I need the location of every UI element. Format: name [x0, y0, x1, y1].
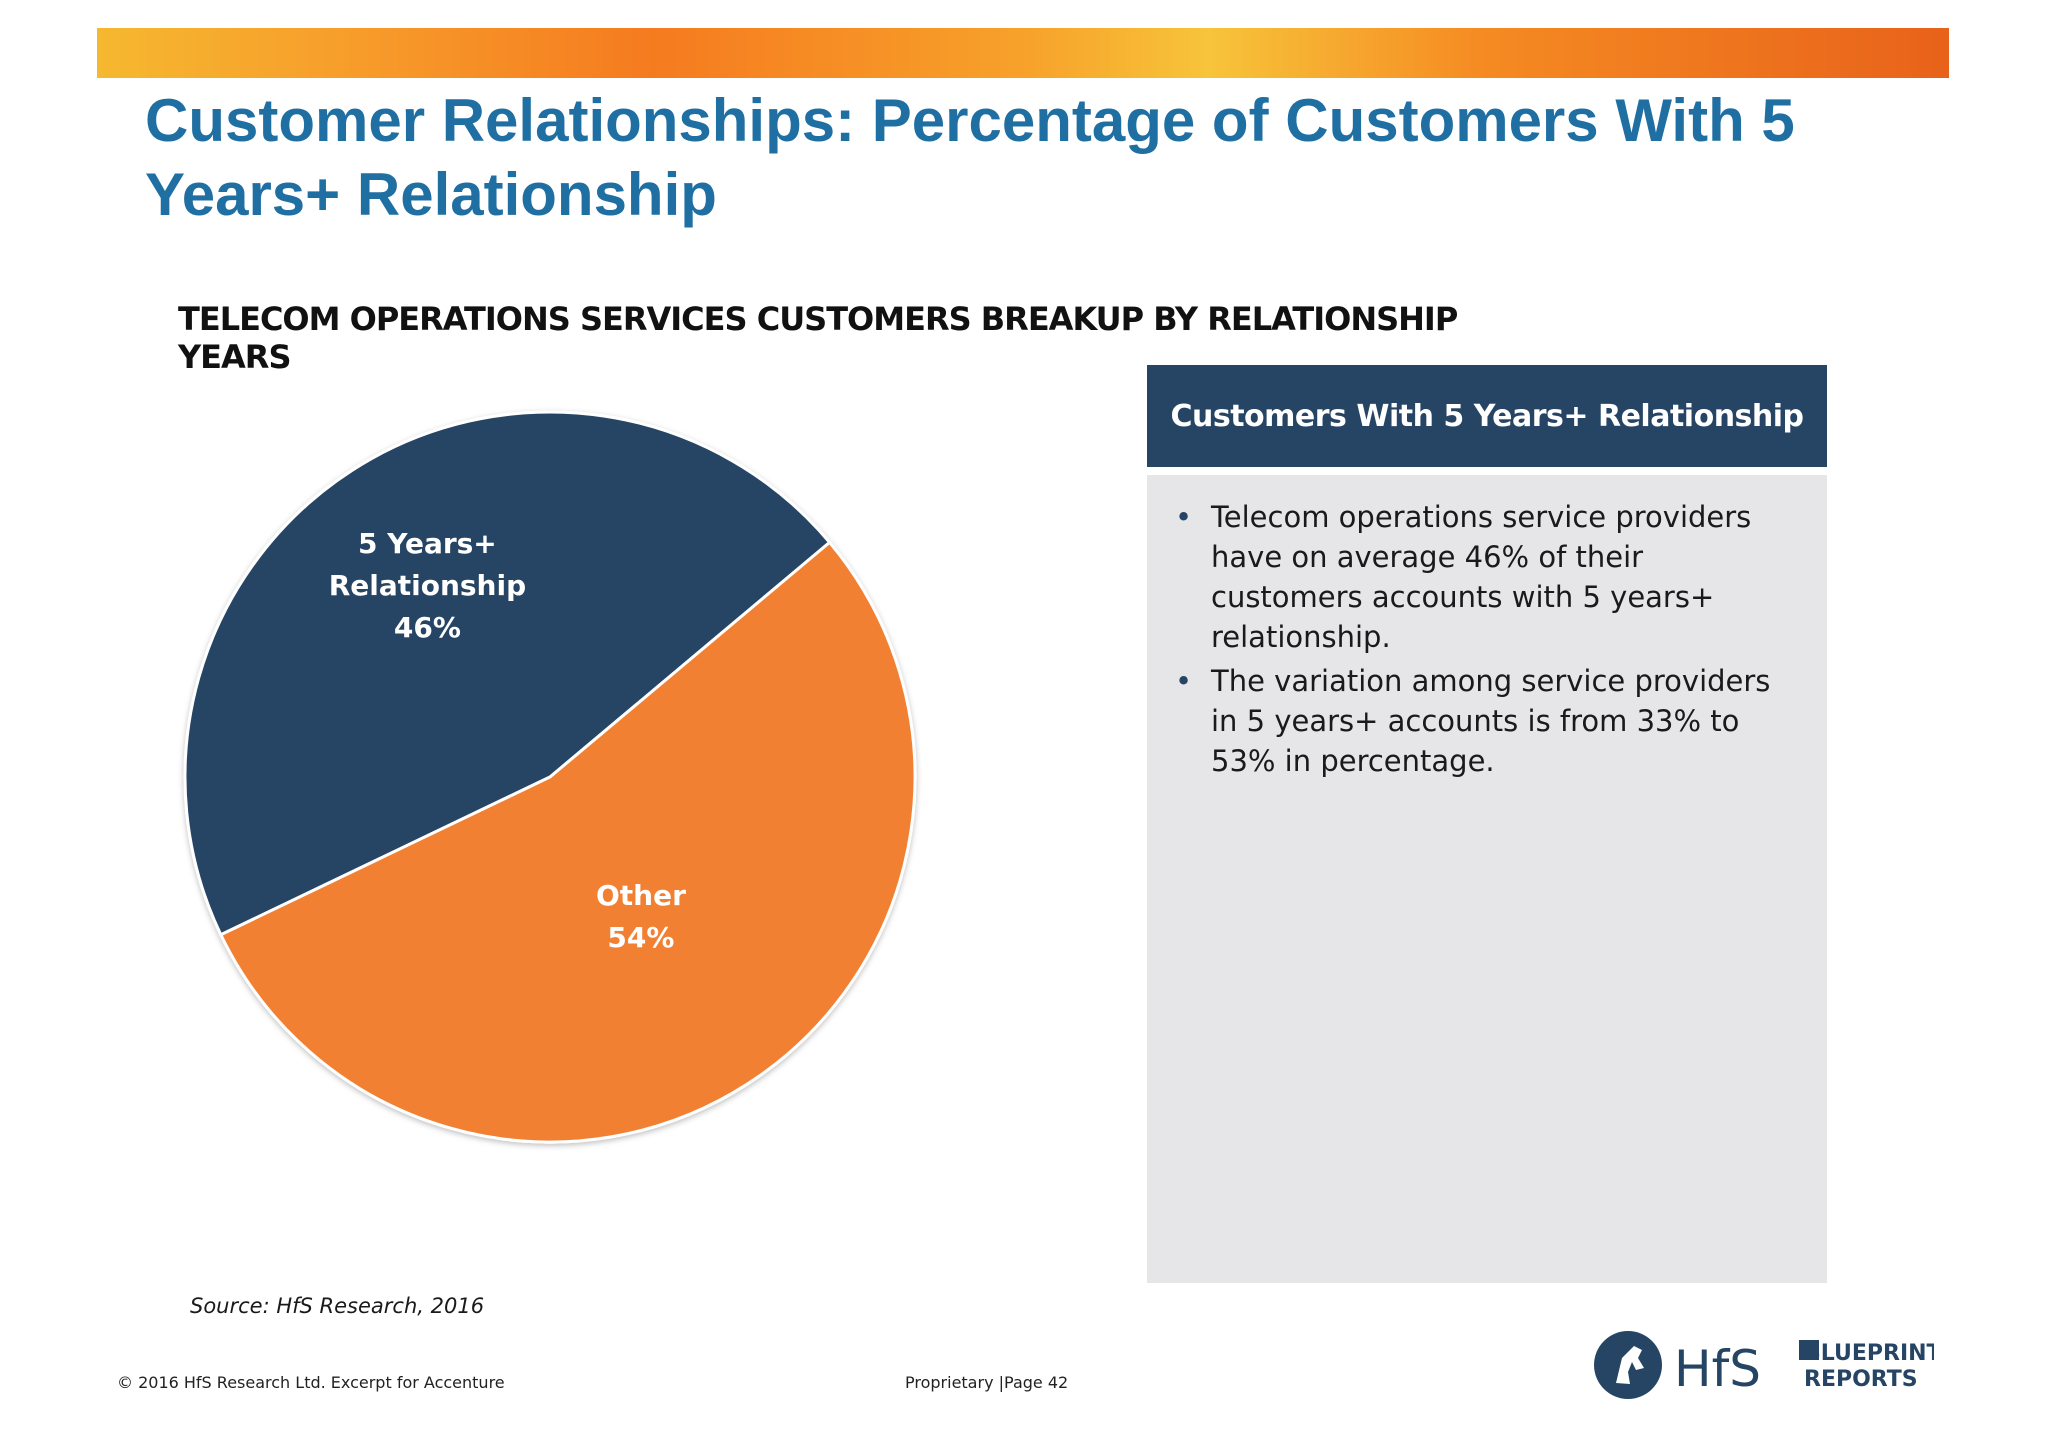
logo-line1: BLUEPRINT — [1804, 1341, 1934, 1366]
pie-label-1-1: 54% — [607, 921, 674, 954]
logo-square-icon — [1799, 1340, 1819, 1360]
bullet-item: • Telecom operations service providers h… — [1175, 497, 1797, 657]
hfs-logo: HfS BLUEPRINT REPORTS — [1594, 1328, 1942, 1402]
bullet-item: • The variation among service providers … — [1175, 661, 1797, 781]
pie-label-0-2: 46% — [394, 611, 461, 644]
pie-slice-1 — [218, 540, 917, 1144]
pie-label-1-0: Other — [596, 879, 686, 912]
pie-chart: 5 Years+ Relationship 46% Other 54% — [150, 380, 950, 1180]
bullet-list: • Telecom operations service providers h… — [1147, 475, 1827, 781]
copyright: © 2016 HfS Research Ltd. Excerpt for Acc… — [117, 1373, 505, 1392]
page-info: Proprietary |Page 42 — [905, 1373, 1069, 1392]
panel-body: • Telecom operations service providers h… — [1147, 475, 1827, 1283]
hfs-logo-svg: HfS BLUEPRINT REPORTS — [1594, 1331, 1942, 1399]
pie-chart-svg: 5 Years+ Relationship 46% Other 54% — [183, 410, 917, 1144]
bullet-text: Telecom operations service providers hav… — [1211, 500, 1752, 654]
bullet-dot-icon: • — [1175, 664, 1193, 698]
logo-line2: REPORTS — [1804, 1367, 1918, 1392]
chart-title: TELECOM OPERATIONS SERVICES CUSTOMERS BR… — [178, 300, 1458, 376]
page-title: Customer Relationships: Percentage of Cu… — [145, 87, 1795, 228]
pie-slice-0 — [183, 410, 832, 937]
horse-silhouette-icon — [1616, 1346, 1644, 1384]
source-note: Source: HfS Research, 2016 — [190, 1294, 485, 1318]
pie-label-0-0: 5 Years+ — [358, 527, 497, 560]
panel-header: Customers With 5 Years+ Relationship — [1147, 365, 1827, 467]
logo-brand-text: HfS — [1674, 1340, 1761, 1398]
pie-label-0-1: Relationship — [329, 569, 526, 602]
top-gradient-bar — [97, 28, 1949, 78]
bullet-dot-icon: • — [1175, 500, 1193, 534]
bullet-text: The variation among service providers in… — [1211, 664, 1771, 778]
